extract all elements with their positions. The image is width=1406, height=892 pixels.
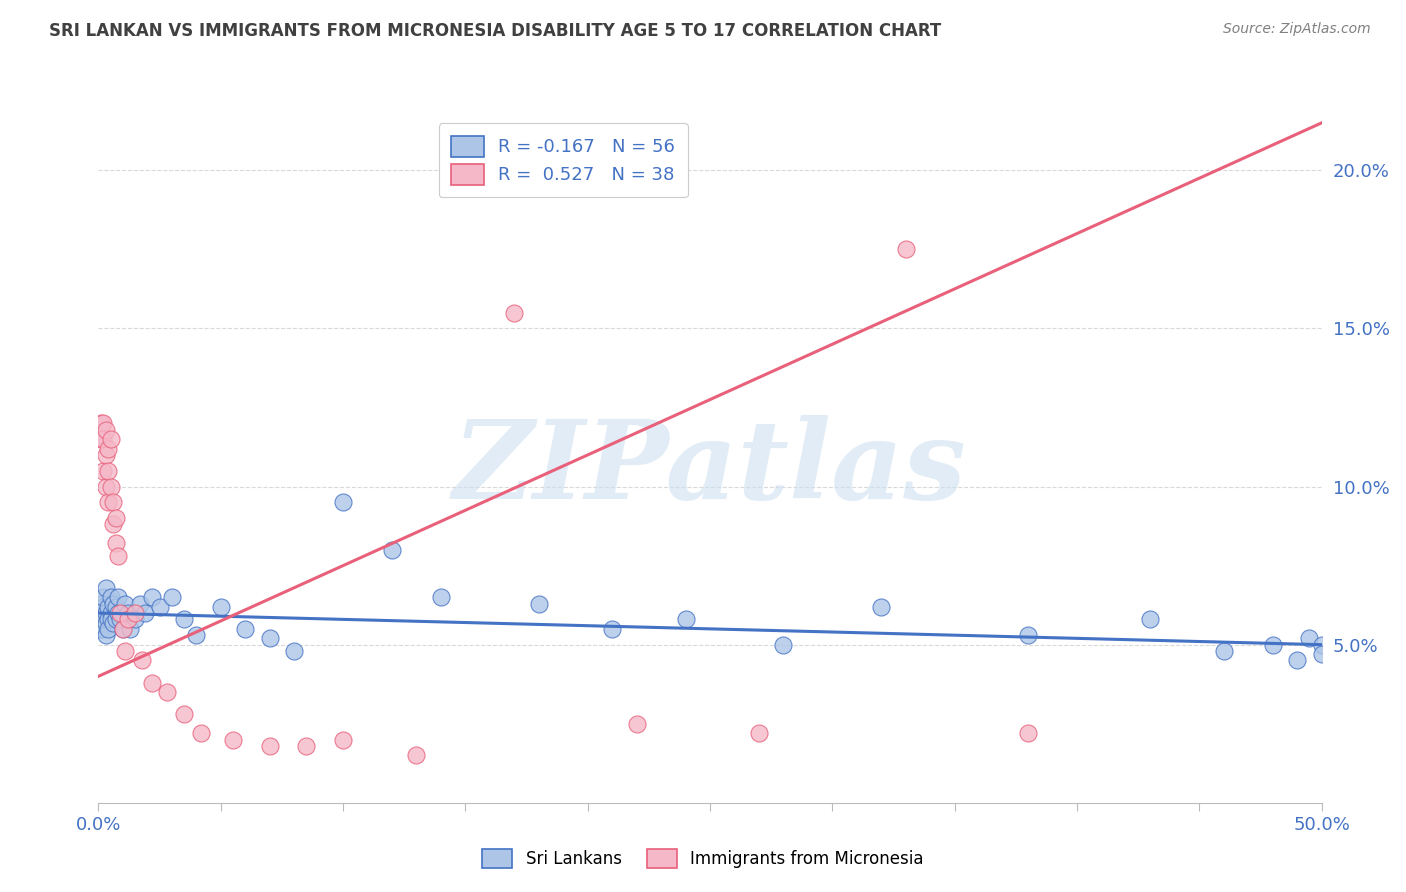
Text: SRI LANKAN VS IMMIGRANTS FROM MICRONESIA DISABILITY AGE 5 TO 17 CORRELATION CHAR: SRI LANKAN VS IMMIGRANTS FROM MICRONESIA… [49,22,942,40]
Point [91,591,114,605]
Point [283,644,305,658]
Point [141,591,163,605]
Point [748,726,770,740]
Point [91,417,114,431]
Point [186,628,208,642]
Point [97,464,120,478]
Point [233,622,256,636]
Point [134,606,156,620]
Point [100,606,122,620]
Point [100,591,122,605]
Legend: Sri Lankans, Immigrants from Micronesia: Sri Lankans, Immigrants from Micronesia [475,842,931,875]
Point [100,479,122,493]
Point [124,606,146,620]
Point [111,622,134,636]
Point [97,442,120,456]
Point [104,511,127,525]
Point [1261,638,1284,652]
Point [91,599,114,614]
Point [97,622,120,636]
Point [90,622,112,636]
Point [160,591,183,605]
Point [894,243,917,257]
Point [90,597,112,611]
Point [131,653,153,667]
Point [173,707,195,722]
Point [91,612,114,626]
Point [90,417,112,431]
Point [94,581,117,595]
Point [626,716,648,731]
Point [173,612,195,626]
Point [527,597,550,611]
Point [120,622,142,636]
Point [149,599,172,614]
Point [94,615,117,630]
Point [1298,632,1320,646]
Point [675,612,697,626]
Point [295,739,318,753]
Point [110,612,132,626]
Point [141,675,163,690]
Point [94,423,117,437]
Point [104,599,127,614]
Point [259,632,281,646]
Point [110,606,132,620]
Point [101,597,124,611]
Point [114,644,136,658]
Point [430,591,453,605]
Point [209,599,232,614]
Point [97,495,120,509]
Point [104,536,127,550]
Point [100,612,122,626]
Point [259,739,281,753]
Point [101,615,124,630]
Point [107,591,129,605]
Point [405,748,427,763]
Point [94,628,117,642]
Point [90,606,112,620]
Point [332,495,354,509]
Point [94,448,117,462]
Point [129,597,152,611]
Point [91,432,114,446]
Point [1286,653,1309,667]
Point [107,549,129,563]
Point [97,612,120,626]
Point [1212,644,1234,658]
Point [104,612,127,626]
Point [91,464,114,478]
Point [1139,612,1161,626]
Point [101,495,124,509]
Point [156,685,179,699]
Point [107,606,129,620]
Point [600,622,623,636]
Point [97,599,120,614]
Point [90,432,112,446]
Point [91,622,114,636]
Text: ZIPatlas: ZIPatlas [453,415,967,523]
Point [114,597,136,611]
Point [124,612,146,626]
Point [1017,628,1039,642]
Point [1310,638,1333,652]
Point [1310,647,1333,661]
Point [100,432,122,446]
Point [190,726,212,740]
Point [332,732,354,747]
Point [870,599,893,614]
Point [94,479,117,493]
Legend: R = -0.167   N = 56, R =  0.527   N = 38: R = -0.167 N = 56, R = 0.527 N = 38 [439,123,688,197]
Point [117,606,139,620]
Point [503,305,526,319]
Point [94,606,117,620]
Point [772,638,794,652]
Point [381,542,404,557]
Point [222,732,245,747]
Point [101,517,124,532]
Text: Source: ZipAtlas.com: Source: ZipAtlas.com [1223,22,1371,37]
Point [111,622,134,636]
Point [117,612,139,626]
Point [1017,726,1039,740]
